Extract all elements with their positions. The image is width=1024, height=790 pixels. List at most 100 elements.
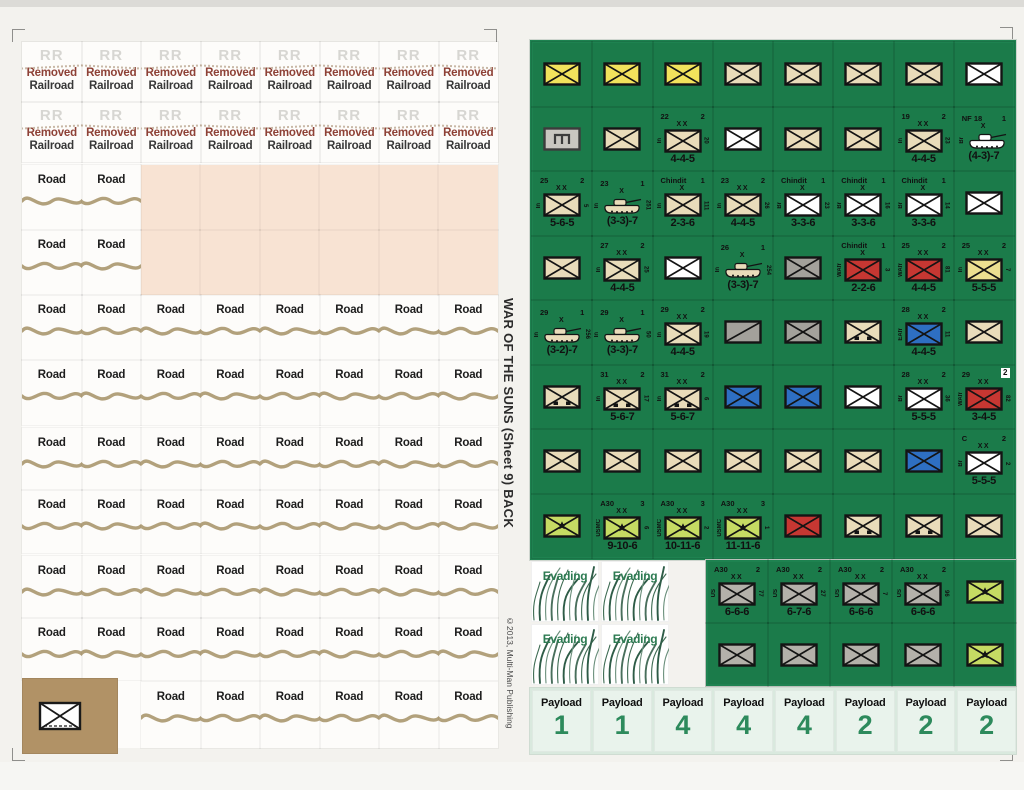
combat-values: 5-6-7 (670, 410, 695, 423)
railroad-label: Railroad (148, 80, 194, 92)
counter-cell: A30 2 XX US 77 6-6-6 (705, 559, 769, 624)
road-counter: Road (199, 427, 261, 491)
usmc-infantry-icon (663, 516, 702, 540)
road-wave-icon (81, 459, 142, 469)
road-label: Road (335, 369, 364, 381)
unit-size-label: X (980, 123, 987, 131)
counter-id-line: 28 2 (901, 369, 946, 379)
removed-label: Removed (86, 67, 137, 79)
rr-ghost-text: RR (99, 107, 124, 124)
counter-cell (705, 622, 769, 687)
counter-cell (651, 428, 714, 495)
counter-symbol-row: In 251 (594, 196, 650, 215)
railroad-label: Railroad (29, 140, 75, 152)
removed-railroad-counter: RR Removed Railroad (21, 41, 83, 103)
road-label: Road (37, 304, 66, 316)
railroad-label: Railroad (327, 140, 372, 152)
road-wave-icon (140, 459, 201, 469)
counter-symbol-row (966, 642, 1004, 667)
counter-symbol-row: In 23 (898, 129, 950, 153)
road-label: Road (97, 369, 126, 381)
payload-counter: Payload 2 (896, 690, 956, 752)
counter-id-line: A30 2 (900, 564, 946, 574)
removed-railroad-counter: RR Removed Railroad (318, 41, 380, 103)
unit-number-label: 77 (757, 590, 763, 597)
motorized-infantry-icon (904, 514, 943, 538)
road-wave-icon (259, 391, 320, 401)
removed-label: Removed (264, 67, 316, 79)
counter-symbol-row (603, 62, 642, 86)
road-label: Road (216, 565, 245, 577)
counter-cell: A30 2 XX US 96 6-6-6 (891, 559, 955, 624)
counter-cell (711, 105, 775, 172)
counter-symbol-row (543, 256, 581, 280)
road-label: Road (97, 239, 126, 251)
infantry-icon (663, 322, 702, 346)
counter-symbol-row (543, 385, 581, 409)
combat-values: (3-3)-7 (606, 343, 638, 356)
counter-symbol-row (718, 642, 756, 667)
road-label: Road (275, 499, 304, 511)
road-counter: Road (21, 359, 83, 426)
nationality-label: In (594, 202, 601, 208)
counter-symbol-row: In 19 (657, 322, 709, 346)
infantry-icon (965, 258, 1003, 282)
counter-id-line: 25 2 (901, 240, 946, 250)
counter-cell: 25 2 XX In 7 5-5-5 (952, 234, 1016, 301)
counter-symbol-row: In 254 (715, 260, 771, 279)
road-wave-icon (21, 649, 82, 659)
unit-size-label: XX (917, 314, 930, 322)
counter-id-line: 29 (961, 369, 971, 379)
road-label: Road (394, 437, 423, 449)
nationality-label: US (835, 589, 841, 598)
nationality-label: Br (777, 201, 784, 209)
payload-counter: Payload 1 (592, 690, 652, 752)
unit-size-label: XX (736, 185, 750, 193)
unit-size-label: XX (676, 378, 689, 386)
green-counter-sheet: 22 2 XX In 20 4-4-5 19 2 XX In 23 4-4-5 NF 18 1 X Br (4-… (530, 40, 1016, 560)
road-label: Road (394, 499, 423, 511)
counter-cell (952, 170, 1016, 237)
nationality-label: In (897, 138, 904, 144)
counter-cell: 27 2 XX In 25 4-4-5 (591, 234, 654, 301)
infantry-icon (784, 385, 822, 409)
removed-railroad-counter: RR Removed Railroad (259, 41, 321, 103)
road-wave-icon (378, 587, 439, 597)
road-label: Road (156, 437, 185, 449)
rr-ghost-text: RR (218, 47, 243, 64)
counter-cell (953, 559, 1017, 624)
counter-symbol-row: US 77 (711, 581, 763, 606)
road-wave-icon (319, 649, 380, 659)
payload-value: 2 (918, 710, 934, 740)
road-counter: Road (437, 681, 499, 749)
payload-label: Payload (723, 697, 765, 709)
road-counter: Road (318, 555, 380, 619)
road-counter: Road (80, 427, 142, 491)
unit-number-label: 19 (702, 330, 709, 338)
evading-label: Evading (612, 569, 658, 583)
counter-symbol-row (844, 514, 883, 538)
road-wave-icon (200, 521, 261, 531)
nationality-label: USMC (656, 518, 663, 537)
combat-values: 6-6-6 (910, 605, 936, 618)
road-label: Road (335, 691, 364, 703)
road-counter: Road (80, 229, 142, 296)
infantry-icon (784, 193, 822, 217)
road-wave-icon (438, 713, 499, 723)
nationality-label: In (594, 331, 601, 337)
road-label: Road (97, 565, 126, 577)
combat-values: 5-6-7 (610, 410, 635, 423)
road-label: Road (275, 691, 304, 703)
road-label: Road (156, 304, 185, 316)
infantry-icon (603, 449, 642, 473)
counter-symbol-row (784, 127, 822, 151)
road-label: Road (97, 627, 126, 639)
counter-symbol-row (966, 579, 1004, 604)
counter-id-line: NF 18 1 (961, 114, 1006, 124)
road-label: Road (37, 369, 66, 381)
combat-values: 3-3-6 (851, 217, 876, 230)
counter-cell (530, 363, 594, 430)
road-counter: Road (199, 617, 261, 681)
infantry-icon (904, 129, 943, 153)
counter-id-line: Chindit 1 (781, 176, 826, 186)
